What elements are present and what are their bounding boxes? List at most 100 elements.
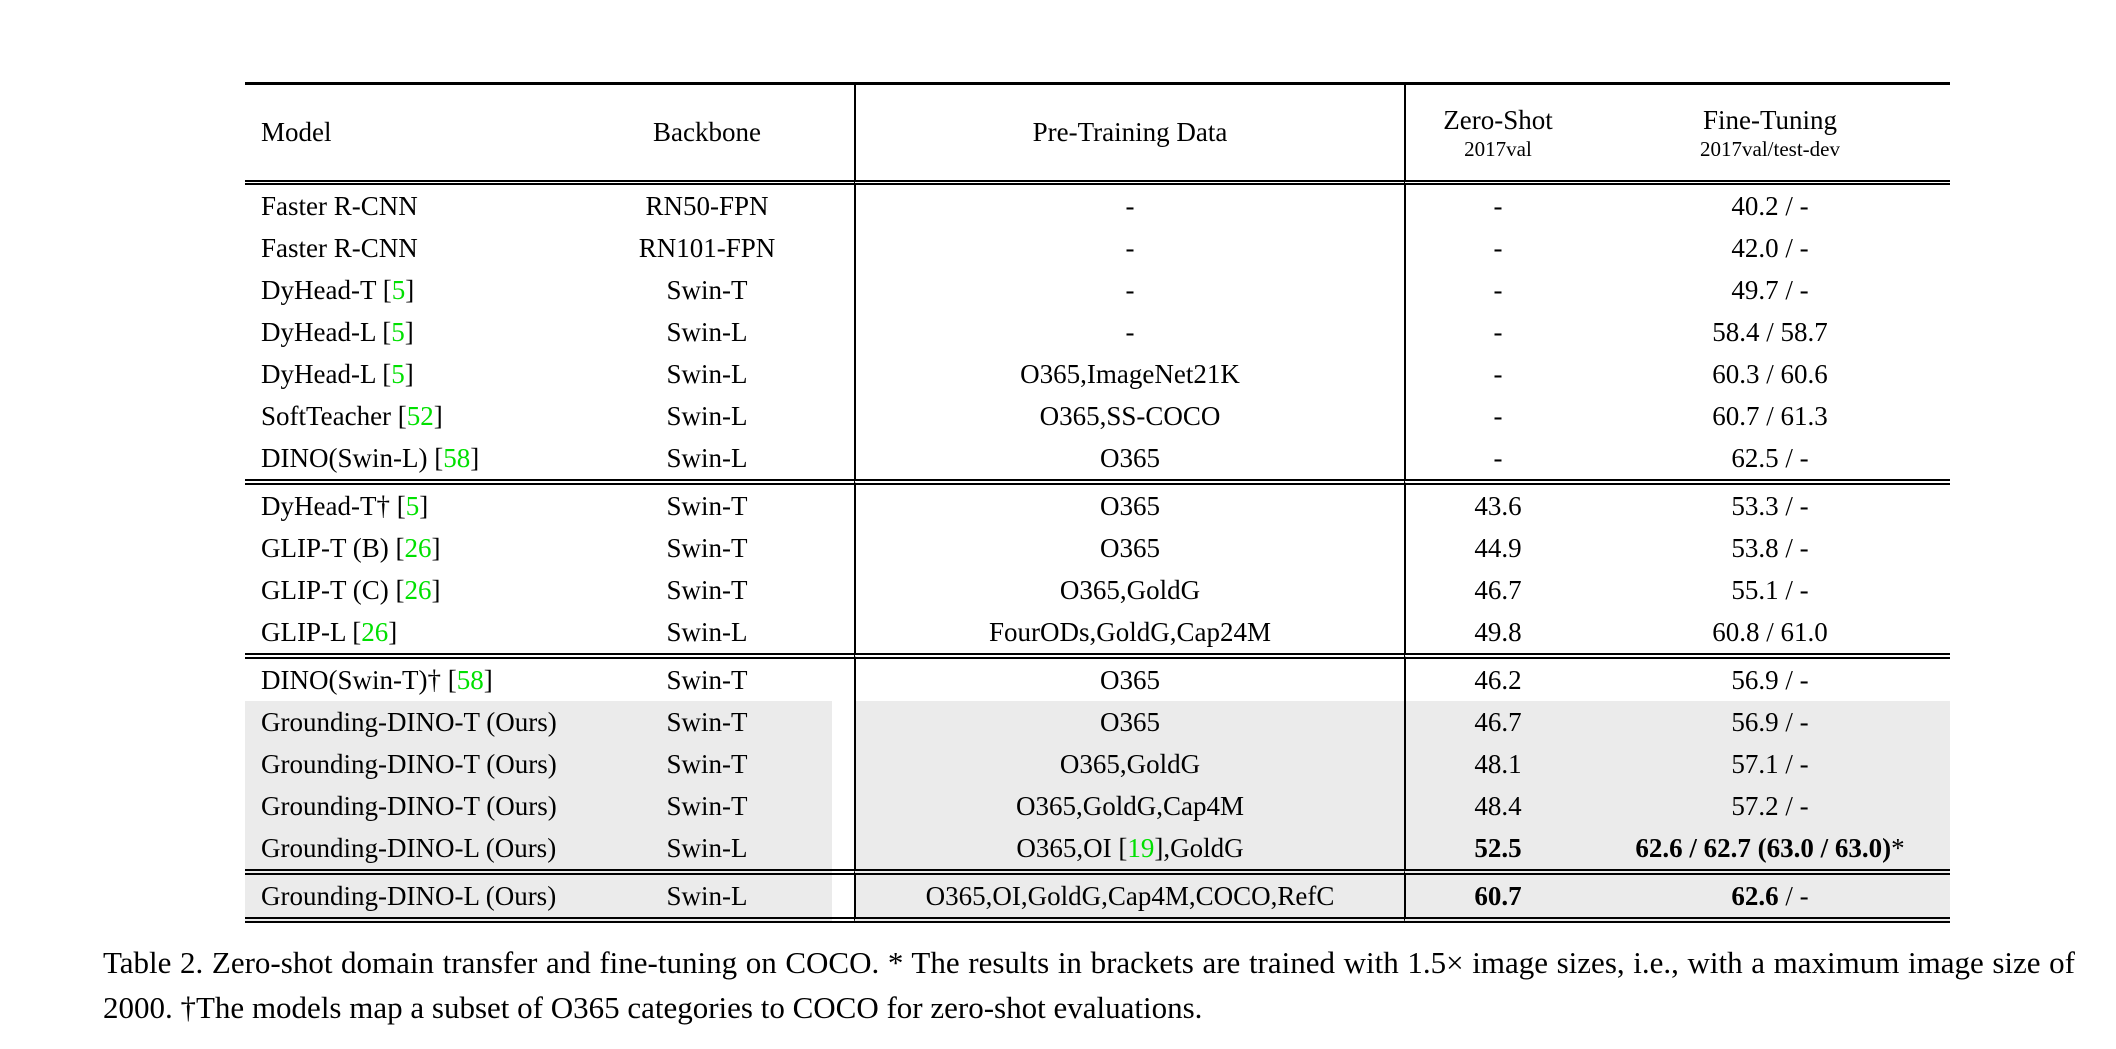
zeroshot-cell: - bbox=[1404, 227, 1590, 269]
finetune-header-main: Fine-Tuning bbox=[1702, 104, 1838, 135]
zeroshot-cell: 60.7 bbox=[1404, 869, 1590, 923]
zeroshot-header-sub: 2017val bbox=[1464, 136, 1532, 161]
table-row: DyHead-L [5] Swin-L O365,ImageNet21K - 60.3 … bbox=[245, 353, 1950, 395]
zeroshot-cell: - bbox=[1404, 395, 1590, 437]
backbone-cell: Swin-T bbox=[560, 743, 854, 785]
finetune-cell: 53.8 / - bbox=[1731, 533, 1809, 563]
citation: 19 bbox=[1127, 833, 1155, 863]
finetune-cell: 62.6 / - bbox=[1590, 869, 1950, 923]
pretrain-cell: O365 bbox=[854, 653, 1404, 701]
model-cell: DyHead-L [5] bbox=[261, 359, 414, 389]
table-row: DyHead-T [5] Swin-T - - 49.7 / - bbox=[245, 269, 1950, 311]
pretrain-cell: O365,GoldG bbox=[854, 569, 1404, 611]
model-cell: Faster R-CNN bbox=[261, 233, 418, 263]
zeroshot-header-main: Zero-Shot bbox=[1443, 104, 1553, 135]
zeroshot-cell: 48.4 bbox=[1404, 785, 1590, 827]
backbone-cell: Swin-L bbox=[666, 401, 748, 431]
zeroshot-cell: 52.5 bbox=[1404, 827, 1590, 869]
finetune-cell: 49.7 / - bbox=[1731, 275, 1809, 305]
column-header-finetune: Fine-Tuning 2017val/test-dev bbox=[1590, 82, 1950, 185]
column-header-backbone: Backbone bbox=[560, 82, 854, 185]
citation: 58 bbox=[443, 443, 471, 473]
zeroshot-cell: - bbox=[1404, 353, 1590, 395]
pretrain-cell: O365,GoldG,Cap4M bbox=[854, 785, 1404, 827]
model-cell: GLIP-L [26] bbox=[261, 617, 398, 647]
finetune-cell: 55.1 / - bbox=[1731, 575, 1809, 605]
finetune-cell: 57.1 / - bbox=[1590, 743, 1950, 785]
table-row: GLIP-L [26] Swin-L FourODs,GoldG,Cap24M 49.… bbox=[245, 611, 1950, 653]
pretrain-cell: - bbox=[854, 227, 1404, 269]
pretrain-cell: O365,OI [19],GoldG bbox=[854, 827, 1404, 869]
results-table-body: Faster R-CNN RN50-FPN - -40.2 / - Faster R-C… bbox=[245, 185, 1950, 923]
pretrain-cell: O365 bbox=[854, 701, 1404, 743]
model-cell: GLIP-T (B) [26] bbox=[261, 533, 441, 563]
results-table-header: Model Backbone Pre-Training Data Zero-Sh… bbox=[245, 82, 1950, 185]
column-header-zeroshot: Zero-Shot 2017val bbox=[1404, 82, 1590, 185]
backbone-cell: RN101-FPN bbox=[638, 233, 776, 263]
zeroshot-cell: - bbox=[1404, 437, 1590, 479]
finetune-cell: 42.0 / - bbox=[1731, 233, 1809, 263]
model-cell: DyHead-T [5] bbox=[261, 275, 415, 305]
table-row: Grounding-DINO-L (Ours) Swin-L O365,OI [19… bbox=[245, 827, 1950, 869]
pretrain-cell: O365,GoldG bbox=[854, 743, 1404, 785]
backbone-cell: Swin-L bbox=[560, 869, 854, 923]
zeroshot-cell: - bbox=[1404, 269, 1590, 311]
zeroshot-cell: 43.6 bbox=[1404, 479, 1590, 527]
table-row: Grounding-DINO-T (Ours) Swin-T O365,GoldG,… bbox=[245, 785, 1950, 827]
model-cell: Grounding-DINO-T (Ours) bbox=[245, 743, 560, 785]
zeroshot-cell: - bbox=[1404, 311, 1590, 353]
zeroshot-cell: - bbox=[1404, 185, 1590, 227]
zeroshot-cell: 48.1 bbox=[1404, 743, 1590, 785]
citation: 58 bbox=[456, 665, 484, 695]
backbone-cell: Swin-T bbox=[666, 533, 748, 563]
backbone-cell: Swin-L bbox=[666, 443, 748, 473]
backbone-cell: Swin-T bbox=[666, 275, 748, 305]
citation: 26 bbox=[361, 617, 389, 647]
model-cell: Grounding-DINO-L (Ours) bbox=[245, 869, 560, 923]
pretrain-cell: O365 bbox=[854, 437, 1404, 479]
backbone-cell: Swin-T bbox=[666, 575, 748, 605]
finetune-cell: 60.7 / 61.3 bbox=[1712, 401, 1828, 431]
table-row: GLIP-T (C) [26] Swin-T O365,GoldG 46.7 55.1 … bbox=[245, 569, 1950, 611]
table-row: Grounding-DINO-T (Ours) Swin-T O365,GoldG 4… bbox=[245, 743, 1950, 785]
backbone-cell: Swin-L bbox=[666, 317, 748, 347]
pretrain-cell: O365,ImageNet21K bbox=[854, 353, 1404, 395]
model-cell: DyHead-L [5] bbox=[261, 317, 414, 347]
model-cell: SoftTeacher [52] bbox=[261, 401, 443, 431]
pretrain-cell: - bbox=[854, 311, 1404, 353]
zeroshot-cell: 46.7 bbox=[1404, 701, 1590, 743]
table-row: Faster R-CNN RN50-FPN - - 40.2 / - bbox=[245, 185, 1950, 227]
citation: 26 bbox=[404, 533, 432, 563]
backbone-cell: Swin-L bbox=[666, 359, 748, 389]
table-caption: Table 2. Zero-shot domain transfer and f… bbox=[103, 945, 2075, 1025]
pretrain-cell: FourODs,GoldG,Cap24M bbox=[854, 611, 1404, 653]
citation: 5 bbox=[391, 275, 406, 305]
zeroshot-cell: 44.9 bbox=[1404, 527, 1590, 569]
model-cell: GLIP-T (C) [26] bbox=[261, 575, 441, 605]
model-cell: Grounding-DINO-T (Ours) bbox=[245, 701, 560, 743]
backbone-cell: Swin-T bbox=[560, 653, 854, 701]
table-row: DINO(Swin-L) [58] Swin-L O365- 62.5 / - bbox=[245, 437, 1950, 479]
zeroshot-cell: 49.8 bbox=[1404, 611, 1590, 653]
model-cell: DyHead-T† [5] bbox=[245, 479, 560, 527]
pretrain-cell: O365 bbox=[854, 527, 1404, 569]
pretrain-cell: - bbox=[854, 269, 1404, 311]
citation: 5 bbox=[405, 491, 420, 521]
zeroshot-cell: 46.7 bbox=[1404, 569, 1590, 611]
citation: 52 bbox=[406, 401, 434, 431]
table-row: DyHead-T† [5] Swin-T O365 43.6 53.3 / - bbox=[245, 479, 1950, 527]
finetune-cell: 57.2 / - bbox=[1590, 785, 1950, 827]
finetune-cell: 53.3 / - bbox=[1590, 479, 1950, 527]
table-row: DINO(Swin-T)† [58] Swin-T O365 46.2 56.9 / - bbox=[245, 653, 1950, 701]
finetune-header-sub: 2017val/test-dev bbox=[1700, 136, 1840, 161]
finetune-cell: 58.4 / 58.7 bbox=[1712, 317, 1828, 347]
citation: 26 bbox=[404, 575, 432, 605]
model-cell: Faster R-CNN bbox=[261, 191, 418, 221]
table-row: GLIP-T (B) [26] Swin-T O365 44.9 53.8 / - bbox=[245, 527, 1950, 569]
pretrain-cell: O365,OI,GoldG,Cap4M,COCO,RefC bbox=[854, 869, 1404, 923]
header-row: Model Backbone Pre-Training Data Zero-Sh… bbox=[245, 82, 1950, 185]
model-cell: Grounding-DINO-T (Ours) bbox=[245, 785, 560, 827]
results-table: Model Backbone Pre-Training Data Zero-Sh… bbox=[245, 82, 1950, 923]
backbone-cell: Swin-T bbox=[560, 479, 854, 527]
